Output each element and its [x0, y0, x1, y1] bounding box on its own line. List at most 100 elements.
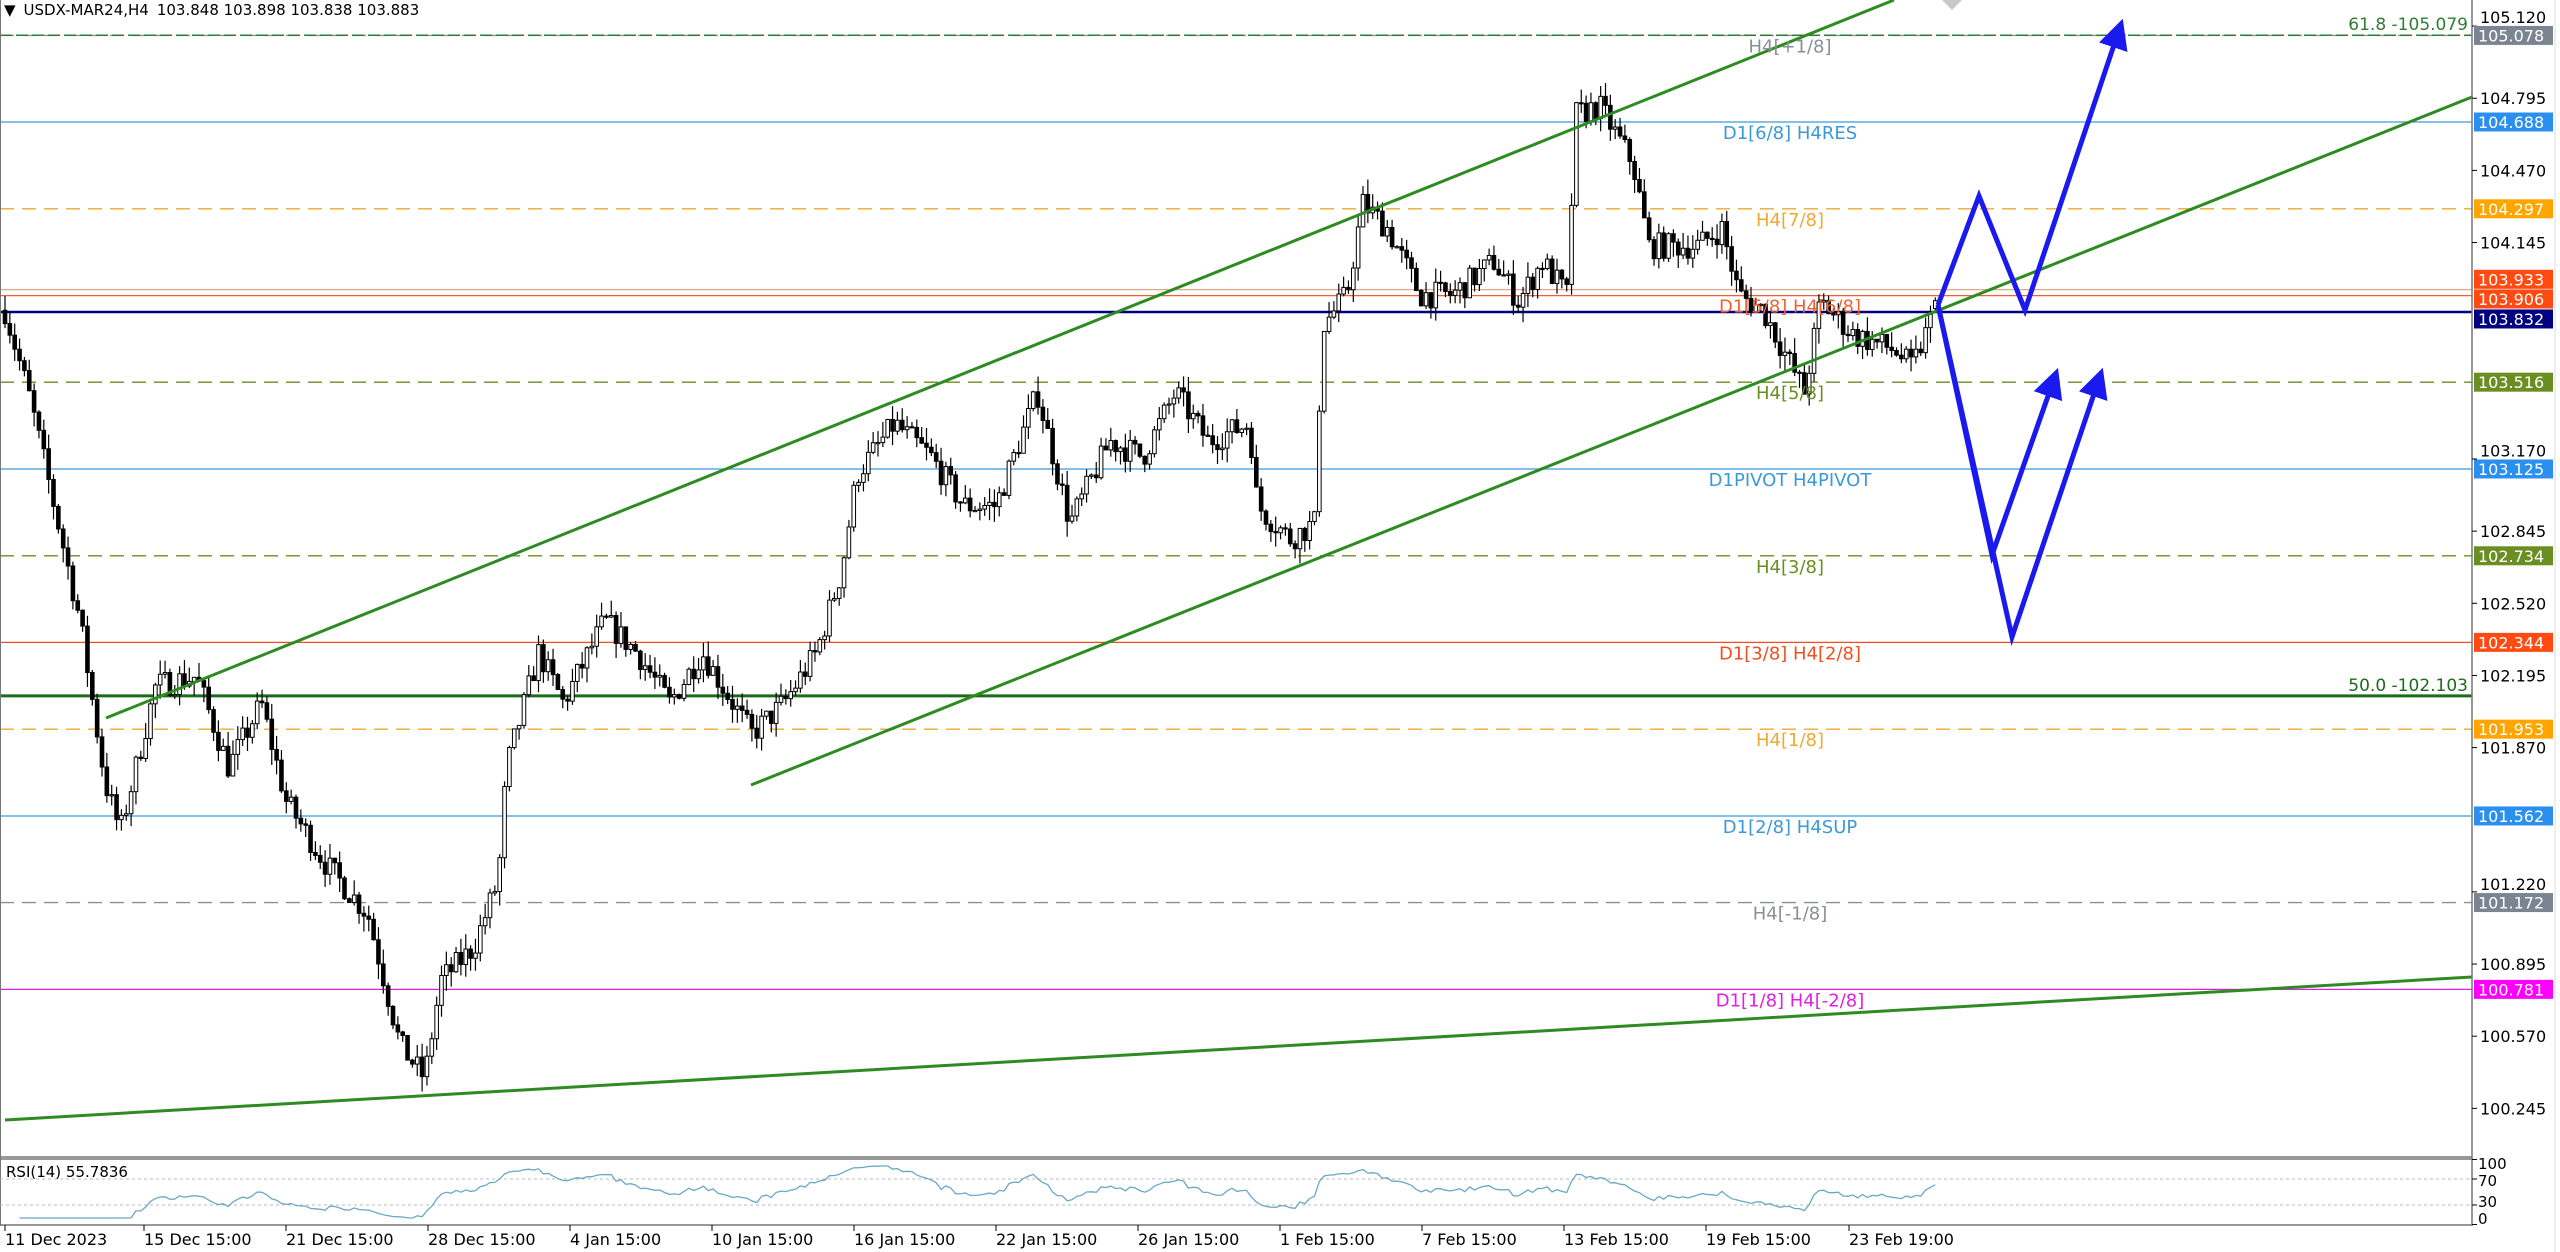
candle[interactable] — [802, 662, 808, 685]
candle[interactable] — [1874, 338, 1880, 349]
candle[interactable] — [1506, 270, 1511, 285]
candle[interactable] — [1545, 253, 1550, 271]
candle[interactable] — [1404, 239, 1409, 270]
candle[interactable] — [1525, 262, 1531, 308]
candle[interactable] — [482, 904, 488, 935]
candle[interactable] — [1351, 261, 1356, 303]
candle[interactable] — [1481, 259, 1487, 282]
candle[interactable] — [424, 1045, 430, 1086]
candle[interactable] — [211, 706, 216, 742]
candle[interactable] — [1690, 235, 1696, 268]
candle[interactable] — [1414, 262, 1419, 292]
candle[interactable] — [36, 410, 42, 439]
candle[interactable] — [1283, 523, 1288, 536]
candle[interactable] — [686, 667, 692, 686]
candle[interactable] — [1836, 303, 1841, 329]
candle[interactable] — [652, 657, 658, 690]
candle[interactable] — [618, 612, 624, 648]
candle[interactable] — [769, 710, 774, 733]
candle[interactable] — [720, 673, 726, 706]
candle[interactable] — [836, 587, 842, 606]
candle[interactable] — [1729, 236, 1734, 286]
candle[interactable] — [507, 745, 512, 792]
candle[interactable] — [1782, 337, 1788, 371]
candle[interactable] — [856, 479, 861, 493]
candle[interactable] — [298, 809, 304, 832]
candle[interactable] — [1060, 473, 1065, 496]
candle[interactable] — [1899, 343, 1904, 364]
candle[interactable] — [220, 738, 226, 751]
candle[interactable] — [1889, 332, 1894, 358]
candle[interactable] — [1355, 216, 1361, 281]
bearish-projection-arrow-2[interactable] — [1935, 304, 2108, 647]
candle[interactable] — [599, 602, 604, 630]
candle[interactable] — [1816, 294, 1822, 344]
candle[interactable] — [1069, 504, 1075, 524]
candle[interactable] — [1831, 308, 1836, 321]
candle[interactable] — [958, 501, 963, 512]
candle[interactable] — [667, 677, 672, 704]
candle[interactable] — [948, 457, 954, 485]
candle[interactable] — [1855, 323, 1861, 355]
candle[interactable] — [1084, 469, 1089, 503]
candle[interactable] — [594, 614, 600, 658]
candle[interactable] — [1642, 179, 1647, 219]
candle[interactable] — [1302, 526, 1308, 552]
candle[interactable] — [1443, 281, 1448, 298]
candle[interactable] — [827, 590, 832, 643]
candle[interactable] — [1200, 403, 1206, 447]
candle[interactable] — [1637, 167, 1642, 194]
candle[interactable] — [764, 710, 769, 720]
candle[interactable] — [1074, 496, 1080, 522]
candle[interactable] — [1224, 418, 1230, 463]
candle[interactable] — [642, 653, 648, 681]
candle[interactable] — [497, 854, 502, 906]
candle[interactable] — [647, 654, 653, 679]
candle[interactable] — [1840, 307, 1846, 347]
candle[interactable] — [1365, 179, 1371, 224]
candle[interactable] — [773, 692, 779, 737]
candle[interactable] — [133, 755, 139, 805]
candle[interactable] — [890, 406, 895, 446]
candle[interactable] — [1477, 258, 1482, 292]
candle[interactable] — [1399, 237, 1405, 263]
candle[interactable] — [1486, 248, 1492, 266]
candle[interactable] — [516, 724, 522, 740]
candle[interactable] — [589, 633, 595, 655]
candle[interactable] — [264, 696, 270, 723]
candle[interactable] — [1860, 329, 1865, 360]
candle[interactable] — [85, 615, 90, 687]
candle[interactable] — [94, 693, 100, 744]
candle[interactable] — [1147, 450, 1152, 470]
candle[interactable] — [565, 695, 570, 711]
candle[interactable] — [987, 488, 992, 521]
candle[interactable] — [7, 312, 13, 344]
candle[interactable] — [924, 427, 929, 461]
candle[interactable] — [1622, 124, 1628, 143]
candle[interactable] — [1603, 83, 1608, 117]
candle[interactable] — [885, 418, 891, 439]
upper-channel-line[interactable] — [105, 0, 1895, 720]
candle[interactable] — [1559, 269, 1565, 289]
candle[interactable] — [269, 703, 275, 765]
candle[interactable] — [759, 708, 764, 751]
candle[interactable] — [109, 784, 115, 806]
candle[interactable] — [1515, 295, 1521, 313]
candle[interactable] — [1753, 297, 1759, 313]
candle[interactable] — [1651, 236, 1657, 266]
candle[interactable] — [1714, 224, 1720, 259]
candle[interactable] — [104, 752, 110, 803]
candle[interactable] — [1806, 365, 1812, 406]
candle[interactable] — [972, 505, 978, 513]
candle[interactable] — [317, 845, 323, 869]
candle[interactable] — [12, 323, 17, 361]
candle[interactable] — [1287, 522, 1293, 547]
candle[interactable] — [899, 408, 905, 433]
candle[interactable] — [1268, 519, 1274, 542]
candle[interactable] — [662, 672, 667, 689]
bullish-projection-arrow[interactable] — [1935, 18, 2128, 318]
candle[interactable] — [1161, 402, 1167, 423]
candle[interactable] — [478, 914, 483, 962]
candle[interactable] — [1923, 317, 1928, 359]
candle[interactable] — [1743, 284, 1749, 314]
